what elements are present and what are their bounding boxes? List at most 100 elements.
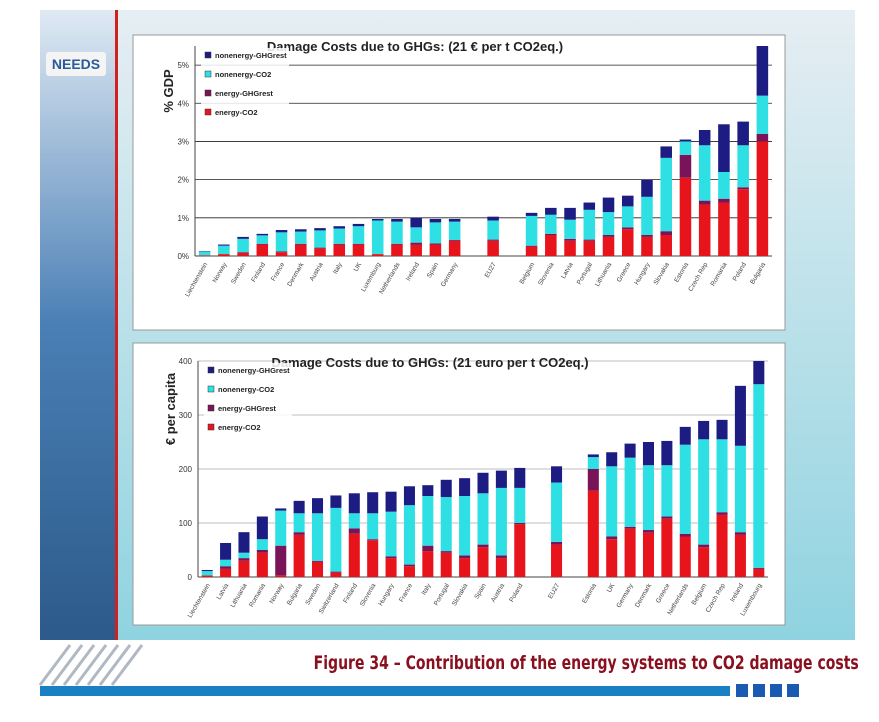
bar-segment [735,532,746,535]
bar-segment [404,486,415,505]
bar-segment [584,240,596,241]
bar-segment [606,537,617,540]
bar-segment [477,473,488,494]
bar-segment [660,158,672,231]
bar-segment [257,244,269,245]
bar-segment [422,551,433,577]
bar-segment [641,237,653,256]
bar-segment [603,235,615,237]
bar-segment [737,187,749,189]
bar-segment [449,240,461,241]
bar-segment [606,539,617,577]
bar-segment [202,571,213,575]
bar-segment [459,478,470,496]
bar-segment [372,219,384,221]
bar-segment [391,244,403,245]
bar-segment [545,208,557,215]
bar-segment [353,244,365,245]
bar-segment [737,189,749,256]
bar-segment [410,227,422,242]
bar-segment [257,553,268,577]
y-tick-label: 2% [177,176,189,185]
bar-segment [202,570,213,571]
bar-segment [680,537,691,578]
bar-segment [643,530,654,533]
bar-segment [372,254,384,256]
bar-segment [391,222,403,244]
bar-segment [699,201,711,205]
bar-segment [551,466,562,482]
bar-segment [737,122,749,146]
bar-segment [643,442,654,465]
legend-label: energy-GHGrest [218,404,276,413]
bar-segment [545,215,557,234]
bar-segment [643,533,654,577]
footer-bar [40,686,730,696]
bar-segment [275,508,286,510]
bar-segment [404,566,415,577]
bar-segment [606,452,617,466]
bar-segment [220,569,231,577]
bar-segment [218,254,230,256]
bar-segment [386,512,397,557]
bar-segment [545,235,557,256]
bar-segment [487,241,499,256]
y-axis-label: % GDP [161,69,176,113]
bar-segment [353,226,365,244]
bar-segment [410,243,422,245]
bar-segment [551,542,562,545]
bar-segment [564,208,576,220]
chart-title: Damage Costs due to GHGs: (21 euro per t… [271,355,588,370]
bar-segment [526,216,538,246]
bar-segment [276,230,288,232]
bar-segment [422,546,433,551]
bar-segment [238,558,249,561]
bar-segment [680,427,691,445]
bar-segment [333,244,345,245]
legend-swatch [205,52,211,58]
bar-segment [680,534,691,537]
bar-segment [625,444,636,458]
bar-segment [312,562,323,577]
bar-segment [386,558,397,577]
legend-label: energy-GHGrest [215,89,273,98]
bar-segment [477,493,488,544]
bar-segment [698,421,709,439]
bar-segment [753,569,764,577]
bar-segment [276,251,288,252]
bar-segment [680,178,692,256]
bar-segment [735,386,746,446]
bar-segment [757,141,769,256]
y-tick-label: 0 [188,573,193,582]
bar-segment [333,245,345,256]
bar-segment [314,248,326,249]
bar-segment [449,219,461,222]
bar-segment [698,439,709,544]
bar-segment [295,244,307,245]
bar-segment [330,572,341,573]
bar-segment [661,517,672,519]
bar-segment [330,573,341,577]
bar-segment [314,228,326,230]
bar-segment [295,232,307,244]
bar-segment [564,239,576,241]
bar-segment [588,491,599,577]
y-tick-label: 3% [177,137,189,146]
bar-segment [312,513,323,561]
bar-segment [660,235,672,256]
legend-label: nonenergy-CO2 [215,70,271,79]
bar-segment [367,492,378,513]
bar-segment [622,206,634,227]
legend-swatch [208,367,214,373]
bar-segment [753,384,764,568]
bar-segment [584,203,596,210]
bar-segment [367,540,378,577]
bar-segment [584,210,596,240]
bar-segment [718,124,730,172]
bar-segment [477,545,488,548]
bar-segment [514,468,525,488]
y-tick-label: 400 [179,357,193,366]
bar-segment [257,539,268,550]
bar-segment [367,513,378,539]
bar-segment [622,229,634,256]
